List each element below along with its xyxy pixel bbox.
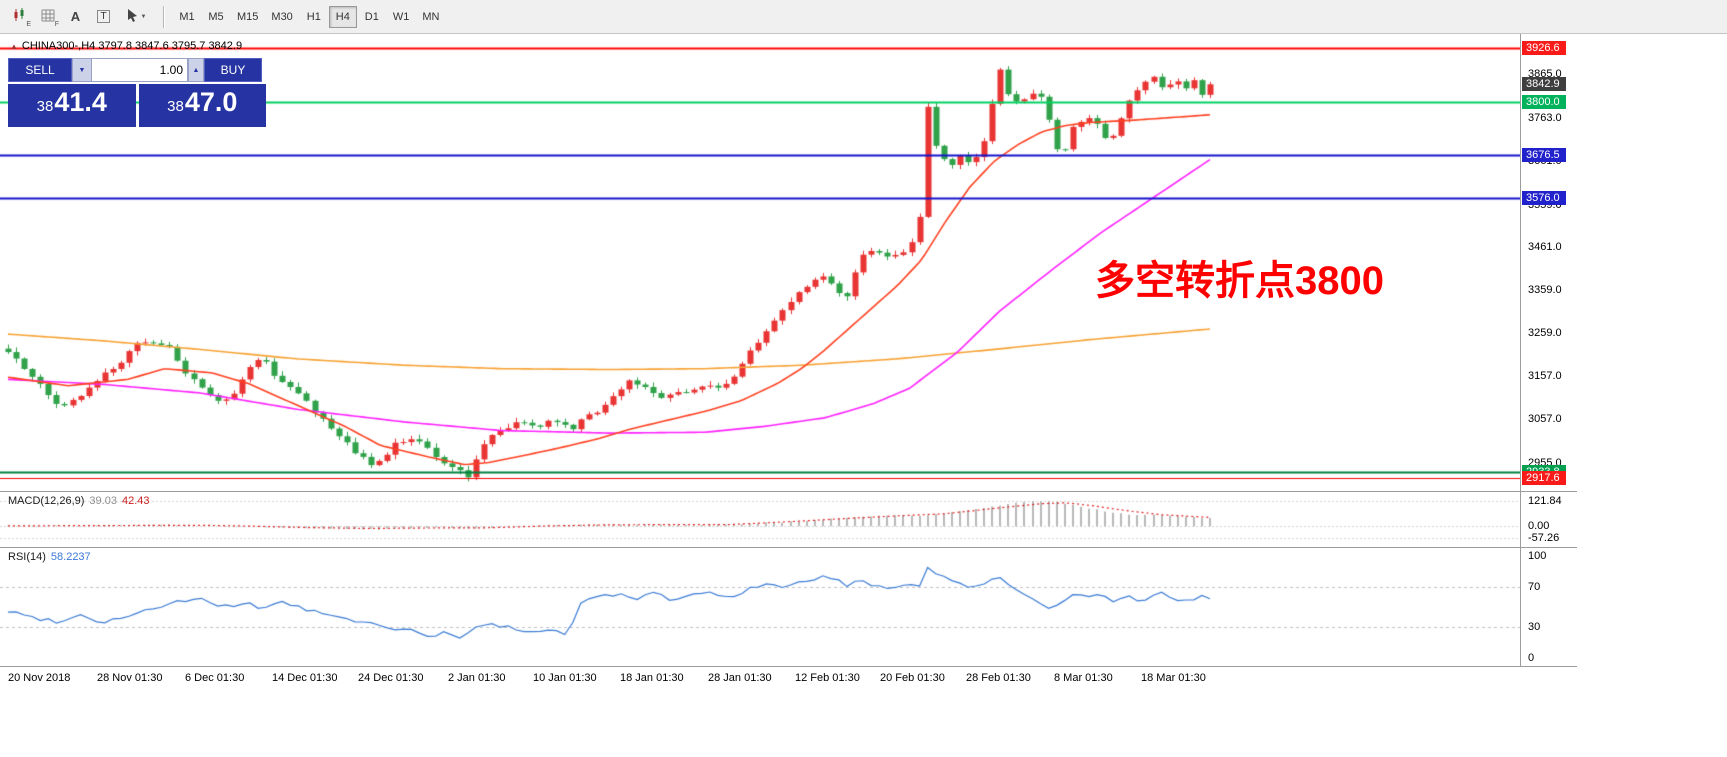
toolbar: E F A T ▼ M1 M5 M15 M30 H1 H4 D1 W1 MN: [0, 0, 1727, 34]
time-axis-label: 20 Feb 01:30: [880, 672, 945, 684]
macd-name: MACD(12,26,9): [8, 495, 85, 507]
tool-sub-label: F: [54, 20, 59, 28]
volume-dropdown-button[interactable]: ▼: [72, 58, 92, 82]
time-axis-label: 28 Nov 01:30: [97, 672, 163, 684]
sell-button[interactable]: SELL: [8, 58, 72, 82]
rsi-axis-tick: 0: [1528, 652, 1535, 664]
grid-tool-button[interactable]: F: [34, 5, 61, 29]
panel-resize-divider[interactable]: [0, 491, 1577, 492]
tool-sub-label: E: [26, 20, 31, 28]
candlestick-chart-icon: [12, 8, 27, 25]
macd-indicator-chart[interactable]: [0, 492, 1520, 547]
chart-title-text: CHINA300-,H4 3797.8 3847.6 3795.7 3842.9: [21, 40, 243, 52]
text-label-tool-button[interactable]: A: [62, 5, 89, 29]
price-axis-tick: 3259.0: [1528, 326, 1562, 339]
chart-window: ▲ CHINA300-,H4 3797.8 3847.6 3795.7 3842…: [0, 34, 1727, 757]
buy-price-prefix: 38: [167, 98, 184, 115]
timeframe-m15-button[interactable]: M15: [231, 6, 264, 28]
time-axis-label: 28 Jan 01:30: [708, 672, 772, 684]
chevron-down-icon: ▼: [140, 13, 147, 20]
macd-main-value: 39.03: [89, 495, 117, 507]
rsi-value: 58.2237: [50, 551, 91, 563]
price-axis-tick: 3359.0: [1528, 284, 1562, 297]
time-axis-label: 28 Feb 01:30: [966, 672, 1031, 684]
price-axis-tick: 3057.0: [1528, 413, 1562, 425]
timeframe-d1-button[interactable]: D1: [358, 6, 386, 28]
time-axis-label: 12 Feb 01:30: [795, 672, 860, 684]
buy-price-main: 47.0: [184, 87, 238, 117]
sell-price-main: 41.4: [54, 87, 107, 117]
cursor-tool-button[interactable]: ▼: [118, 5, 154, 29]
chart-text-annotation: 多空转折点3800: [1095, 259, 1384, 303]
price-axis-tick: 3157.0: [1528, 370, 1562, 383]
candlestick-chart-tool-button[interactable]: E: [6, 5, 33, 29]
one-click-trade-panel: SELL ▼ ▲ BUY 38 41.4 38 47.0: [8, 58, 266, 127]
timeframe-h4-button[interactable]: H4: [328, 5, 357, 28]
time-axis-label: 18 Jan 01:30: [620, 672, 684, 684]
price-axis[interactable]: 3865.03763.03661.03559.03461.03359.03259…: [1521, 34, 1577, 667]
macd-axis-tick: 0.00: [1528, 520, 1550, 533]
macd-axis-tick: -57.26: [1528, 532, 1560, 545]
timeframe-m1-button[interactable]: M1: [173, 6, 201, 28]
volume-input[interactable]: [92, 58, 188, 82]
sell-price-prefix: 38: [36, 98, 54, 115]
price-level-badge: 3800.0: [1522, 95, 1566, 109]
symbol-marker-icon: ▲: [10, 41, 18, 51]
rsi-axis-tick: 100: [1528, 550, 1547, 562]
rsi-axis-tick: 70: [1528, 580, 1541, 593]
macd-axis-tick: 121.84: [1528, 494, 1562, 507]
time-axis-label: 24 Dec 01:30: [358, 672, 424, 684]
time-axis-label: 14 Dec 01:30: [272, 672, 338, 684]
text-box-tool-button[interactable]: T: [90, 5, 117, 29]
time-axis-label: 20 Nov 2018: [8, 672, 71, 684]
grid-icon: [41, 9, 55, 25]
rsi-name: RSI(14): [8, 551, 46, 563]
text-box-icon: T: [97, 10, 110, 23]
time-axis-label: 10 Jan 01:30: [533, 672, 597, 684]
buy-button[interactable]: BUY: [204, 58, 262, 82]
text-label-icon: A: [70, 9, 81, 24]
price-level-badge: 3926.6: [1522, 40, 1566, 55]
price-axis-tick: 3461.0: [1528, 240, 1562, 253]
buy-price-display: 38 47.0: [138, 84, 266, 127]
price-level-badge: 3676.5: [1522, 147, 1566, 162]
time-axis[interactable]: 20 Nov 2018 28 Nov 01:30 6 Dec 01:30 14 Dec…: [0, 667, 1577, 691]
timeframe-m30-button[interactable]: M30: [265, 6, 298, 28]
sell-price-display: 38 41.4: [8, 84, 136, 127]
price-axis-tick: 3763.0: [1528, 111, 1562, 124]
price-axis-border: [1520, 34, 1521, 667]
rsi-indicator-label: RSI(14) 58.2237: [8, 551, 91, 563]
chart-title: ▲ CHINA300-,H4 3797.8 3847.6 3795.7 3842…: [10, 40, 242, 52]
panel-resize-divider[interactable]: [0, 666, 1577, 667]
macd-indicator-label: MACD(12,26,9) 39.03 42.43: [8, 495, 149, 507]
rsi-indicator-chart[interactable]: [0, 548, 1520, 666]
price-level-badge: 3576.0: [1522, 190, 1566, 205]
timeframe-mn-button[interactable]: MN: [416, 6, 445, 28]
panel-resize-divider[interactable]: [0, 547, 1577, 548]
timeframe-w1-button[interactable]: W1: [387, 6, 416, 28]
rsi-axis-tick: 30: [1528, 621, 1541, 634]
macd-signal-value: 42.43: [121, 495, 150, 507]
cursor-icon: [126, 8, 139, 25]
price-level-badge: 3842.9: [1522, 76, 1566, 91]
toolbar-separator: [163, 5, 165, 28]
timeframe-m5-button[interactable]: M5: [202, 6, 230, 28]
timeframe-h1-button[interactable]: H1: [300, 6, 328, 28]
time-axis-label: 2 Jan 01:30: [448, 672, 506, 684]
time-axis-label: 18 Mar 01:30: [1141, 672, 1206, 684]
time-axis-label: 6 Dec 01:30: [185, 672, 245, 684]
time-axis-label: 8 Mar 01:30: [1054, 672, 1113, 684]
volume-increase-button[interactable]: ▲: [188, 58, 204, 82]
price-level-badge: 2917.6: [1522, 471, 1566, 486]
